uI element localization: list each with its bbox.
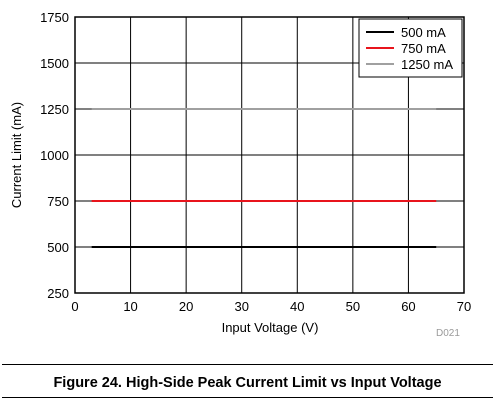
figure-id: D021: [436, 328, 460, 339]
y-tick-label: 750: [47, 194, 69, 209]
chart: 250 500 750 1000 1250 1500 1750 0 10 20 30 40 50 60 7…: [9, 10, 471, 335]
x-tick-label: 10: [123, 299, 137, 314]
y-tick-label: 1750: [40, 10, 69, 25]
caption-bottom-rule: [2, 397, 493, 398]
legend-label: 500 mA: [401, 25, 446, 40]
x-tick-labels: 0 10 20 30 40 50 60 70: [71, 299, 471, 314]
figure-caption: Figure 24. High-Side Peak Current Limit …: [53, 375, 442, 391]
y-tick-label: 500: [47, 240, 69, 255]
x-tick-label: 30: [234, 299, 248, 314]
y-tick-label: 1250: [40, 102, 69, 117]
caption-top-rule: [2, 364, 493, 365]
x-tick-label: 40: [290, 299, 304, 314]
series-layer: [91, 108, 437, 248]
legend-label: 1250 mA: [401, 57, 453, 72]
x-tick-label: 60: [401, 299, 415, 314]
y-tick-label: 1500: [40, 56, 69, 71]
x-tick-label: 50: [346, 299, 360, 314]
x-tick-label: 0: [71, 299, 78, 314]
y-tick-labels: 250 500 750 1000 1250 1500 1750: [40, 10, 69, 301]
y-tick-label: 250: [47, 286, 69, 301]
x-tick-label: 20: [179, 299, 193, 314]
x-tick-label: 70: [457, 299, 471, 314]
y-tick-label: 1000: [40, 148, 69, 163]
y-axis-label: Current Limit (mA): [9, 102, 24, 208]
legend-label: 750 mA: [401, 41, 446, 56]
x-axis-label: Input Voltage (V): [222, 320, 319, 335]
plot-frame: [74, 16, 465, 294]
